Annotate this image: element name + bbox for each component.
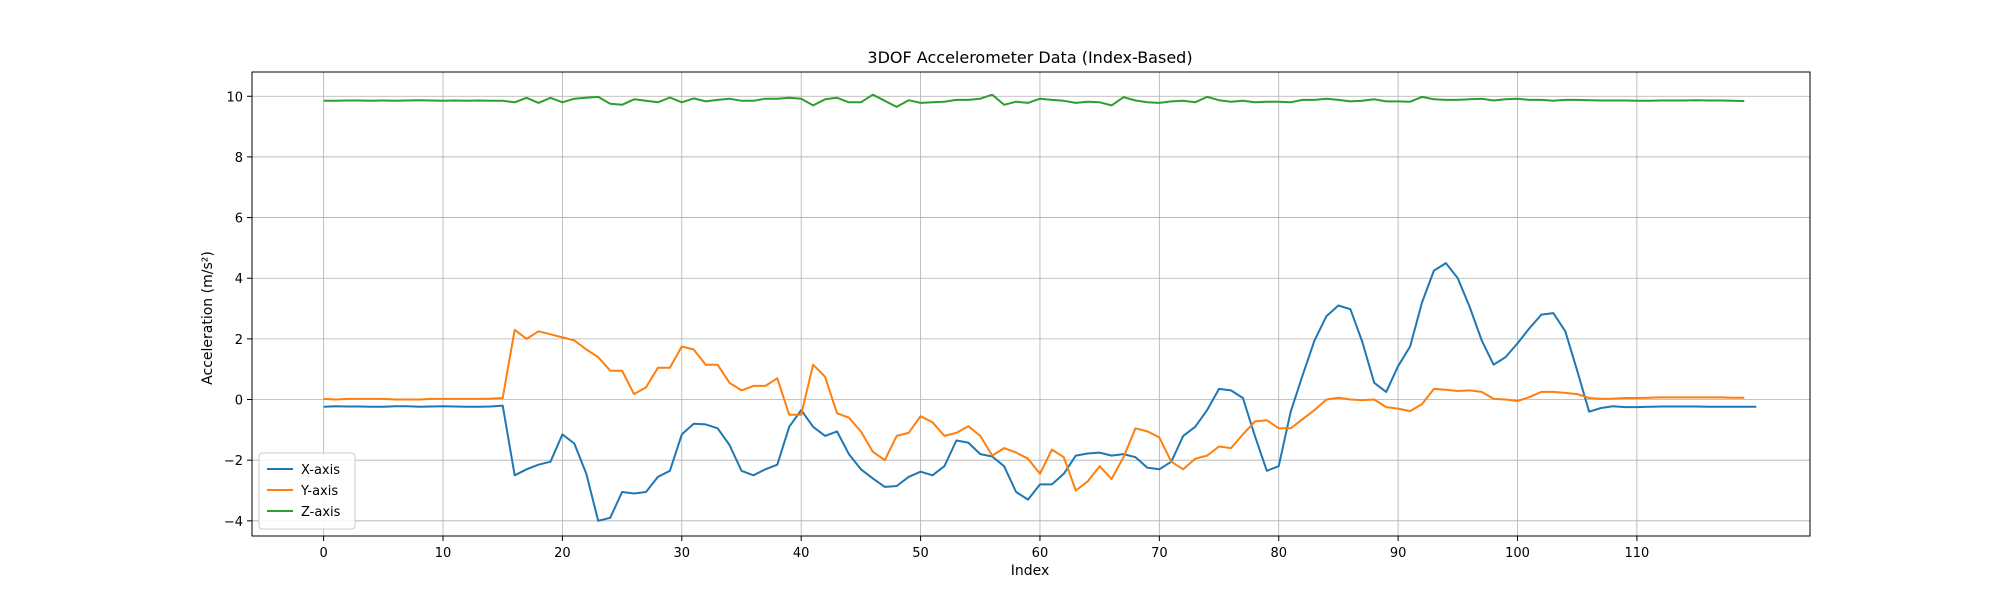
y-tick-label: 2 xyxy=(235,333,243,348)
y-tick-label: 4 xyxy=(235,272,243,287)
x-tick-label: 90 xyxy=(1390,546,1407,561)
x-tick-label: 10 xyxy=(435,546,452,561)
x-ticks: 0 10 20 30 40 50 60 70 80 90 100 110 xyxy=(319,536,1649,561)
x-tick-label: 0 xyxy=(319,546,327,561)
series-line-z-axis xyxy=(323,93,1745,108)
series-lines xyxy=(323,93,1757,522)
y-tick-label: 6 xyxy=(235,212,243,227)
y-tick-label: 10 xyxy=(226,90,243,105)
x-tick-label: 70 xyxy=(1151,546,1168,561)
x-tick-label: 20 xyxy=(554,546,571,561)
legend-label: Y-axis xyxy=(300,484,338,499)
plot-frame xyxy=(251,71,1811,537)
x-axis-label: Index xyxy=(1011,563,1050,579)
x-tick-label: 40 xyxy=(793,546,810,561)
chart-title: 3DOF Accelerometer Data (Index-Based) xyxy=(867,48,1192,67)
y-tick-label: −4 xyxy=(224,515,243,530)
legend: X-axis Y-axis Z-axis xyxy=(258,452,356,530)
y-tick-label: 8 xyxy=(235,151,243,166)
x-tick-label: 50 xyxy=(912,546,929,561)
series-line-y-axis xyxy=(323,328,1745,492)
y-tick-label: 0 xyxy=(235,394,243,409)
x-tick-label: 30 xyxy=(674,546,691,561)
y-axis-label: Acceleration (m/s²) xyxy=(200,251,216,385)
grid xyxy=(252,72,1810,536)
x-tick-label: 110 xyxy=(1624,546,1649,561)
legend-label: X-axis xyxy=(301,463,340,478)
y-tick-label: −2 xyxy=(224,454,243,469)
series-line-x-axis xyxy=(323,262,1757,522)
x-tick-label: 60 xyxy=(1032,546,1049,561)
x-tick-label: 80 xyxy=(1270,546,1287,561)
legend-label: Z-axis xyxy=(301,505,341,520)
y-ticks: −4 −2 0 2 4 6 8 10 xyxy=(224,90,252,530)
x-tick-label: 100 xyxy=(1505,546,1530,561)
